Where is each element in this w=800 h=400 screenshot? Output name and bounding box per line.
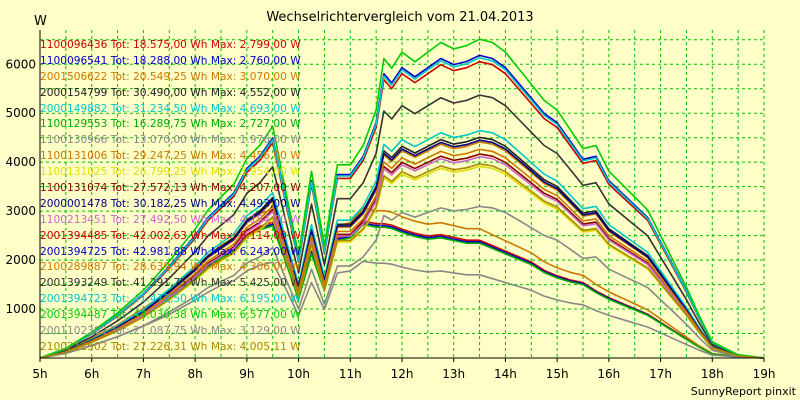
y-tick-label: 6000 bbox=[5, 57, 36, 71]
legend-entry: 2000154799 Tot: 30.490,00 Wh Max: 4.552,… bbox=[40, 86, 301, 99]
series-line bbox=[39, 56, 765, 359]
legend-entry: 1100131074 Tot: 27.572,13 Wh Max: 4.207,… bbox=[40, 182, 301, 195]
series-line bbox=[39, 163, 765, 359]
legend-entry: 2000149882 Tot: 31.234,50 Wh Max: 4.693,… bbox=[40, 102, 301, 115]
series-line bbox=[39, 94, 765, 359]
y-tick-label: 3000 bbox=[5, 204, 36, 218]
series-lines bbox=[39, 38, 765, 359]
x-tick-label: 10h bbox=[287, 367, 310, 381]
x-tick-label: 13h bbox=[442, 367, 465, 381]
chart-title: Wechselrichtervergleich vom 21.04.2013 bbox=[266, 10, 534, 25]
legend-entry: 1100213451 Tot: 27.492,50 Wh Max: 4.154,… bbox=[40, 213, 301, 226]
x-tick-label: 16h bbox=[597, 367, 620, 381]
legend-entry: 2100289887 Tot: 28.639,94 Wh Max: 4.306,… bbox=[40, 261, 301, 274]
x-tick-label: 19h bbox=[753, 367, 776, 381]
series-line bbox=[39, 155, 765, 359]
x-tick-label: 18h bbox=[701, 367, 724, 381]
series-line bbox=[39, 223, 765, 359]
series-line bbox=[39, 136, 765, 359]
y-tick-label: 2000 bbox=[5, 253, 36, 267]
legend-entry: 2001102302 Tot: 21.087,75 Wh Max: 3.129,… bbox=[40, 325, 301, 338]
x-tick-label: 6h bbox=[84, 367, 99, 381]
y-tick-label: 5000 bbox=[5, 106, 36, 120]
legend-entry: 1100131025 Tot: 26.799,25 Wh Max: 3.954,… bbox=[40, 166, 301, 179]
x-tick-label: 17h bbox=[649, 367, 672, 381]
y-tick-label: 4000 bbox=[5, 155, 36, 169]
series-line bbox=[39, 205, 765, 359]
legend-entry: 2001506622 Tot: 20.549,25 Wh Max: 3.070,… bbox=[40, 70, 301, 83]
tick-labels: 5h 6h 7h 8h 9h 10h 11h 12h 13h 14h 15h 16h 17h 18h 19h… bbox=[5, 57, 775, 381]
legend-entry: 2001394487 Tot: 44.030,38 Wh Max: 6.577,… bbox=[40, 309, 301, 322]
series-line bbox=[39, 206, 765, 359]
grid-lines bbox=[39, 30, 765, 358]
legend-entry: 2100211502 Tot: 27.226,31 Wh Max: 4.005,… bbox=[40, 340, 301, 353]
series-line bbox=[39, 129, 765, 359]
x-tick-label: 7h bbox=[136, 367, 151, 381]
series-line bbox=[39, 148, 765, 359]
legend-entry: 2001394725 Tot: 42.981,88 Wh Max: 6.243,… bbox=[40, 245, 301, 258]
series-line bbox=[39, 165, 765, 359]
legend-entry: 2000001478 Tot: 30.182,25 Wh Max: 4.493,… bbox=[40, 197, 301, 210]
series-line bbox=[39, 260, 765, 359]
legend: 1100096436 Tot: 18.575,00 Wh Max: 2.799,… bbox=[40, 38, 301, 356]
axes bbox=[39, 30, 765, 362]
legend-entry: 1100131006 Tot: 29.247,25 Wh Max: 4.456,… bbox=[40, 150, 301, 163]
y-axis-unit: W bbox=[34, 14, 47, 29]
legend-entry: 2001394723 Tot: 41.472,50 Wh Max: 6.195,… bbox=[40, 293, 301, 306]
series-line bbox=[39, 153, 765, 359]
x-tick-label: 8h bbox=[188, 367, 203, 381]
credit-text: SunnyReport pinxit bbox=[690, 385, 796, 398]
x-tick-label: 5h bbox=[32, 367, 47, 381]
legend-entry: 1100096541 Tot: 18.288,00 Wh Max: 2.760,… bbox=[40, 54, 301, 67]
legend-entry: 2001394485 Tot: 42.002,63 Wh Max: 6.114,… bbox=[40, 229, 301, 242]
x-tick-label: 12h bbox=[391, 367, 414, 381]
x-tick-label: 9h bbox=[239, 367, 254, 381]
legend-entry: 1100096436 Tot: 18.575,00 Wh Max: 2.799,… bbox=[40, 39, 301, 51]
series-line bbox=[39, 38, 765, 359]
legend-entry: 1100130966 Tot: 13.070,00 Wh Max: 1.976,… bbox=[40, 134, 301, 147]
y-tick-label: 1000 bbox=[5, 302, 36, 316]
x-tick-label: 11h bbox=[339, 367, 362, 381]
x-tick-label: 15h bbox=[546, 367, 569, 381]
legend-entry: 1100129553 Tot: 16.289,75 Wh Max: 2.727,… bbox=[40, 118, 301, 131]
series-line bbox=[39, 139, 765, 359]
legend-entry: 2001393249 Tot: 41.291,75 Wh Max: 5.425,… bbox=[40, 277, 301, 290]
series-line bbox=[39, 60, 765, 359]
x-tick-label: 14h bbox=[494, 367, 517, 381]
series-line bbox=[39, 54, 765, 359]
